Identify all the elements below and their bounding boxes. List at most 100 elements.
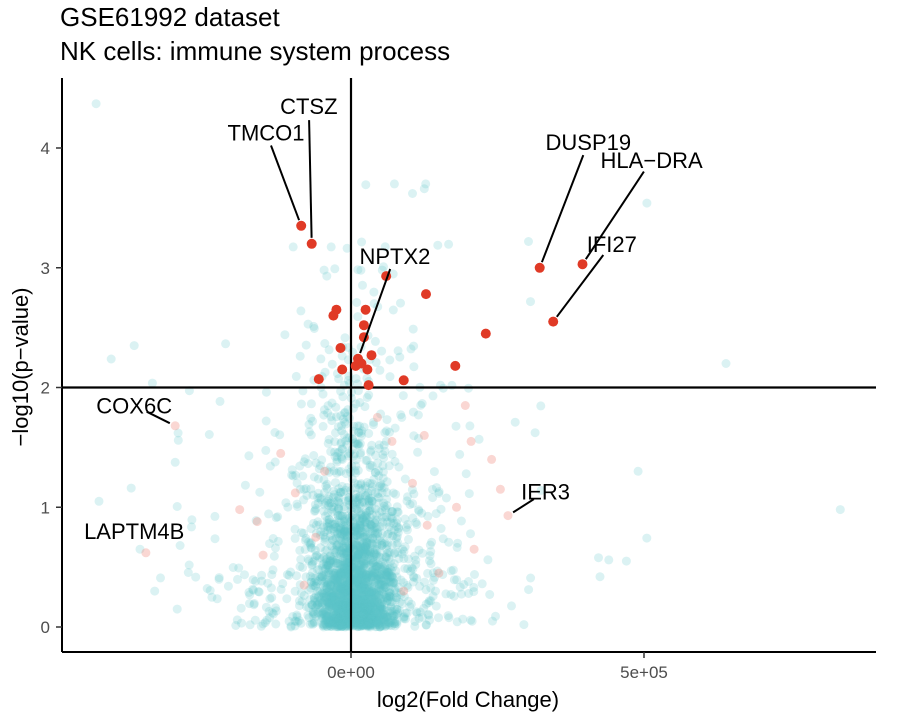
background-point xyxy=(377,565,387,575)
background-point xyxy=(353,555,363,565)
background-point xyxy=(332,622,342,632)
background-point xyxy=(342,531,352,541)
background-point xyxy=(371,622,380,632)
background-point xyxy=(340,595,350,604)
background-point xyxy=(379,262,388,272)
background-point xyxy=(331,402,341,412)
background-point xyxy=(333,578,342,588)
background-point xyxy=(354,523,364,533)
background-point xyxy=(261,416,271,426)
background-point xyxy=(382,567,392,577)
background-point xyxy=(354,614,364,624)
background-point xyxy=(339,596,349,606)
background-point xyxy=(386,592,395,602)
background-point xyxy=(332,620,342,630)
background-point xyxy=(330,578,340,588)
background-point xyxy=(340,563,349,573)
background-point xyxy=(323,408,333,418)
background-point xyxy=(366,620,376,629)
background-point xyxy=(331,428,340,438)
background-point xyxy=(271,513,281,523)
background-point xyxy=(351,576,361,586)
background-point xyxy=(369,420,378,430)
background-point xyxy=(309,609,319,619)
background-point xyxy=(334,542,344,552)
background-point xyxy=(353,609,363,619)
background-point xyxy=(356,526,366,536)
background-point xyxy=(342,553,352,563)
background-point xyxy=(332,601,342,611)
background-point xyxy=(326,525,336,535)
background-point xyxy=(371,523,381,533)
background-point xyxy=(633,466,643,476)
background-point xyxy=(379,498,389,508)
background-point xyxy=(317,554,327,564)
background-point xyxy=(306,577,316,587)
background-point xyxy=(204,430,214,439)
background-point xyxy=(359,605,369,615)
background-point xyxy=(372,602,382,612)
background-point xyxy=(356,574,366,584)
background-point xyxy=(355,611,365,621)
background-point xyxy=(350,617,360,627)
background-point xyxy=(409,489,419,499)
background-point xyxy=(388,577,398,587)
background-point xyxy=(308,610,318,620)
background-point xyxy=(333,595,343,605)
background-point xyxy=(377,620,387,630)
background-point xyxy=(240,570,249,580)
background-point xyxy=(361,570,371,580)
background-point xyxy=(368,572,378,582)
background-point xyxy=(334,504,344,514)
background-point xyxy=(385,592,395,601)
background-point xyxy=(326,498,336,508)
background-point xyxy=(340,621,350,631)
background-point xyxy=(355,566,365,576)
background-point xyxy=(354,570,364,579)
background-point xyxy=(295,580,305,590)
background-point xyxy=(400,608,410,618)
background-point xyxy=(375,582,384,592)
background-point xyxy=(323,525,333,535)
background-point xyxy=(330,575,340,585)
background-point xyxy=(351,579,361,589)
background-point xyxy=(336,569,346,579)
background-point xyxy=(329,612,339,622)
background-point xyxy=(389,611,399,621)
background-point xyxy=(392,617,402,627)
background-point xyxy=(369,588,379,598)
background-point xyxy=(129,341,139,351)
background-point xyxy=(361,616,370,626)
background-point xyxy=(319,620,329,630)
background-point xyxy=(355,580,364,590)
background-point xyxy=(314,591,324,601)
background-point xyxy=(366,606,376,616)
background-point xyxy=(488,616,497,626)
background-point xyxy=(361,544,371,553)
background-point xyxy=(329,550,339,560)
background-point xyxy=(353,576,363,586)
background-point xyxy=(341,569,351,579)
background-point xyxy=(369,560,379,570)
background-point xyxy=(381,567,391,577)
background-point xyxy=(350,601,360,611)
background-point xyxy=(377,587,386,596)
background-point xyxy=(364,560,374,570)
background-point xyxy=(341,564,351,574)
pathway-point xyxy=(399,586,409,596)
background-point xyxy=(421,599,431,609)
background-point xyxy=(292,612,302,622)
background-point xyxy=(332,582,342,592)
background-point xyxy=(333,615,343,625)
background-point xyxy=(342,604,352,613)
background-point xyxy=(350,568,360,578)
background-point xyxy=(417,548,427,558)
background-point xyxy=(426,583,436,593)
background-point xyxy=(399,612,409,622)
background-point xyxy=(350,617,360,627)
background-point xyxy=(334,447,344,457)
background-point xyxy=(380,512,390,522)
background-point xyxy=(331,587,341,597)
background-point xyxy=(322,583,332,593)
background-point xyxy=(342,603,352,613)
